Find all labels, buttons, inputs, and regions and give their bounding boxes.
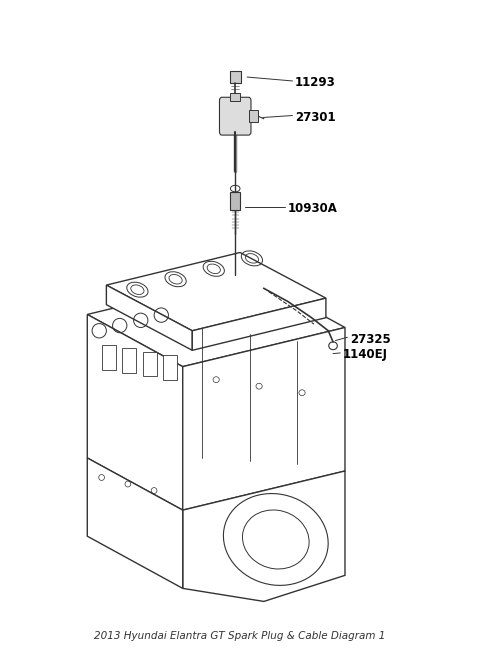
Text: 1140EJ: 1140EJ: [343, 348, 388, 362]
Text: 27301: 27301: [295, 111, 336, 124]
Text: 2013 Hyundai Elantra GT Spark Plug & Cable Diagram 1: 2013 Hyundai Elantra GT Spark Plug & Cab…: [94, 631, 386, 641]
Text: 10930A: 10930A: [288, 202, 337, 215]
Polygon shape: [183, 471, 345, 601]
Bar: [230, 192, 240, 210]
Polygon shape: [87, 275, 345, 367]
FancyBboxPatch shape: [219, 97, 251, 135]
Polygon shape: [192, 298, 326, 350]
Polygon shape: [107, 285, 192, 350]
Bar: [249, 110, 258, 122]
Bar: [102, 345, 116, 370]
Polygon shape: [87, 314, 183, 510]
Bar: [229, 71, 241, 83]
Polygon shape: [183, 328, 345, 510]
Text: 27325: 27325: [350, 333, 391, 346]
Bar: [122, 348, 136, 373]
Bar: [143, 352, 157, 377]
Polygon shape: [107, 252, 326, 331]
Text: 11293: 11293: [295, 77, 336, 90]
Bar: [230, 93, 240, 100]
Polygon shape: [87, 458, 183, 588]
Bar: [163, 355, 178, 380]
